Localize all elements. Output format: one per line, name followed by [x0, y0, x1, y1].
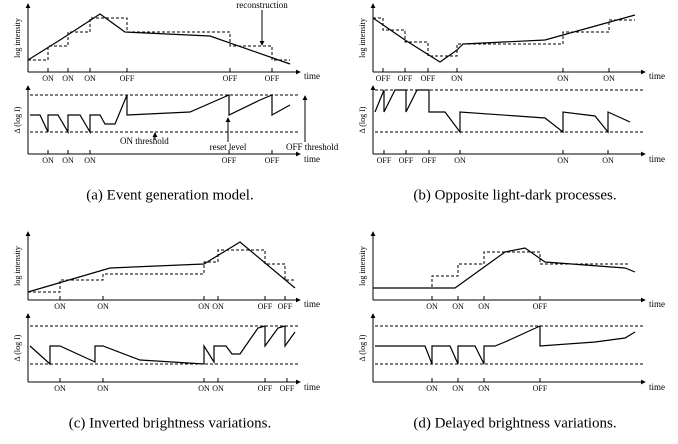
event-label: OFF — [376, 74, 391, 83]
event-label: ON — [42, 74, 54, 83]
event-label: ON — [603, 74, 615, 83]
event-label: ON — [557, 156, 569, 165]
event-label: ON — [212, 302, 224, 311]
event-label: ON — [62, 74, 74, 83]
event-label: ON — [62, 156, 74, 165]
delta-curve — [375, 325, 636, 365]
x-axis-label: time — [304, 299, 320, 309]
delta-curve — [30, 94, 291, 135]
event-label: ON — [54, 384, 66, 393]
thresholds — [30, 325, 300, 365]
curve — [372, 14, 636, 63]
annotation: reset level — [210, 142, 247, 152]
event-label: OFF — [399, 156, 414, 165]
delta-curve — [29, 325, 296, 366]
curve — [27, 241, 296, 293]
event-label: OFF — [422, 156, 437, 165]
event-label: OFF — [533, 384, 548, 393]
event-label: ON — [42, 156, 54, 165]
y-axis-label: log intensity — [358, 18, 367, 58]
caption: (b) Opposite light-dark processes. — [413, 187, 616, 203]
event-label: ON — [452, 384, 464, 393]
curve — [373, 247, 636, 289]
annotation: ON threshold — [120, 136, 169, 146]
event-label: ON — [198, 384, 210, 393]
annotation: reconstruction — [236, 0, 288, 10]
event-label: ON — [97, 384, 109, 393]
y-axis-label: log intensity — [358, 246, 367, 286]
event-label: ON — [54, 302, 66, 311]
event-label: OFF — [258, 302, 273, 311]
caption: (c) Inverted brightness variations. — [69, 415, 271, 431]
staircase — [28, 249, 295, 293]
event-label: OFF — [280, 384, 295, 393]
thresholds — [375, 325, 645, 365]
y-axis-label: log intensity — [13, 246, 22, 286]
thresholds — [30, 94, 300, 133]
event-label: ON — [84, 74, 96, 83]
event-label: OFF — [265, 156, 280, 165]
event-label: ON — [602, 156, 614, 165]
event-label: ON — [97, 302, 109, 311]
x-axis-label: time — [304, 382, 320, 392]
event-label: OFF — [377, 156, 392, 165]
event-label: OFF — [533, 302, 548, 311]
event-label: ON — [84, 156, 96, 165]
caption: (d) Delayed brightness variations. — [413, 415, 616, 431]
y-axis-label: Δ (log I) — [358, 106, 367, 133]
event-label: OFF — [222, 156, 237, 165]
x-axis-label: time — [649, 71, 665, 81]
event-label: ON — [426, 384, 438, 393]
event-label: ON — [454, 156, 466, 165]
event-label: ON — [452, 302, 464, 311]
staircase — [373, 17, 635, 57]
staircase — [373, 251, 630, 289]
caption: (a) Event generation model. — [86, 187, 253, 203]
delta-curve — [374, 89, 631, 134]
thresholds — [375, 89, 645, 133]
panel: log intensity time Δ (log I) time OFF OFF OFF O… — [358, 3, 665, 203]
event-label: ON — [451, 74, 463, 83]
x-axis-label: time — [649, 154, 665, 164]
x-axis-label: time — [649, 299, 665, 309]
y-axis-label: Δ (log I) — [13, 334, 22, 361]
event-label: ON — [557, 74, 569, 83]
event-label: OFF — [265, 74, 280, 83]
event-label: ON — [198, 302, 210, 311]
annotation: OFF threshold — [286, 142, 339, 152]
event-label: OFF — [398, 74, 413, 83]
event-label: ON — [478, 384, 490, 393]
event-label: OFF — [258, 384, 273, 393]
y-axis-label: Δ (log I) — [358, 334, 367, 361]
event-label: ON — [212, 384, 224, 393]
event-label: OFF — [120, 74, 135, 83]
panel: log intensity time Δ (log I) time ON ON ON OFF O… — [13, 0, 339, 203]
event-label: OFF — [421, 74, 436, 83]
event-label: OFF — [223, 74, 238, 83]
event-label: OFF — [278, 302, 293, 311]
y-axis-label: log intensity — [13, 18, 22, 58]
event-label: ON — [426, 302, 438, 311]
staircase — [28, 17, 290, 61]
x-axis-label: time — [304, 154, 320, 164]
x-axis-label: time — [649, 382, 665, 392]
event-label: ON — [478, 302, 490, 311]
x-axis-label: time — [304, 71, 320, 81]
panel: log intensity time Δ (log I) time ON ON ON OFF O… — [358, 231, 665, 431]
y-axis-label: Δ (log I) — [13, 106, 22, 133]
curve — [27, 13, 291, 65]
